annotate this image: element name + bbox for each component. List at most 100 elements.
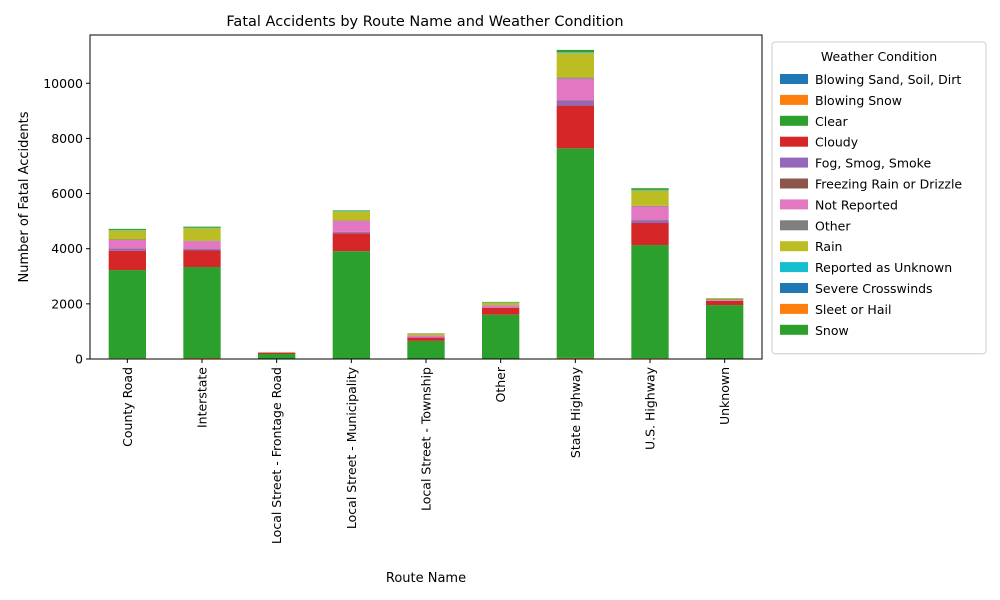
bars-layer: [108, 49, 744, 359]
bar-segment: [482, 307, 520, 308]
bar-segment: [556, 357, 594, 359]
legend-swatch: [780, 178, 808, 189]
legend-swatch: [780, 262, 808, 273]
y-tick-label: 2000: [51, 296, 83, 311]
bar-segment: [706, 299, 744, 301]
bar-segment: [108, 248, 146, 251]
bar-segment: [482, 302, 520, 306]
bar-segment: [482, 307, 520, 315]
bar-segment: [556, 77, 594, 79]
legend-entry-label: Blowing Snow: [815, 93, 902, 108]
x-tick-label: Other: [493, 366, 508, 402]
bar-segment: [332, 211, 370, 221]
bar-segment: [183, 241, 221, 249]
x-tick-label: U.S. Highway: [643, 366, 658, 450]
legend-entry-label: Snow: [815, 323, 849, 338]
bar-segment: [258, 352, 296, 355]
x-tick-label: State Highway: [568, 366, 583, 458]
legend-entry-label: Other: [815, 218, 851, 233]
x-tick-label: County Road: [120, 367, 135, 447]
legend: Weather Condition Blowing Sand, Soil, Dir…: [771, 41, 987, 355]
bar-segment: [556, 52, 594, 54]
bar-segment: [108, 228, 146, 230]
legend-entry-label: Clear: [815, 114, 849, 129]
bar-segment: [556, 105, 594, 149]
x-tick-label: Unknown: [717, 367, 732, 425]
bar-segment: [183, 228, 221, 241]
legend-swatch: [780, 303, 808, 314]
legend-entry-label: Rain: [815, 239, 842, 254]
bar-segment: [183, 358, 221, 359]
bar-segment: [706, 300, 744, 301]
legend-entry-label: Severe Crosswinds: [815, 281, 933, 296]
y-tick-label: 4000: [51, 241, 83, 256]
y-tick-label: 8000: [51, 131, 83, 146]
y-tick-label: 6000: [51, 186, 83, 201]
legend-swatch: [780, 241, 808, 252]
legend-entry-label: Cloudy: [815, 135, 859, 150]
x-tick-label: Local Street - Frontage Road: [269, 367, 284, 544]
y-axis-label: Number of Fatal Accidents: [17, 111, 32, 282]
axes-layer: 0 2000 4000 6000 8000 10000 County Road Interst…: [43, 34, 763, 544]
legend-swatch: [780, 115, 808, 126]
bar-segment: [556, 53, 594, 78]
legend-swatch: [780, 324, 808, 335]
bar-segment: [183, 226, 221, 228]
bar-segment: [556, 148, 594, 358]
bar-segment: [332, 210, 370, 212]
bar-segment: [706, 300, 744, 306]
bar-segment: [108, 240, 146, 249]
legend-swatch: [780, 94, 808, 105]
bar-segment: [482, 305, 520, 308]
bar-segment: [407, 335, 445, 338]
legend-entry-label: Blowing Sand, Soil, Dirt: [815, 72, 961, 87]
bar-segment: [407, 333, 445, 336]
legend-entry-label: Reported as Unknown: [815, 260, 952, 275]
bar-segment: [332, 220, 370, 232]
x-tick-label: Interstate: [195, 367, 210, 428]
y-tick-label: 0: [75, 352, 83, 367]
bar-segment: [332, 233, 370, 252]
x-tick-label: Local Street - Township: [419, 367, 434, 511]
bar-segment: [556, 78, 594, 101]
legend-entry-label: Sleet or Hail: [815, 302, 891, 317]
legend-entry-label: Not Reported: [815, 197, 898, 212]
bar-segment: [108, 230, 146, 240]
legend-swatch: [780, 283, 808, 293]
bar-segment: [183, 250, 221, 268]
legend-swatch: [780, 199, 808, 210]
bar-segment: [482, 301, 520, 303]
bar-segment: [183, 267, 221, 359]
y-tick-label: 10000: [43, 76, 83, 91]
bar-segment: [108, 270, 146, 359]
legend-swatch: [780, 136, 808, 147]
bar-segment: [631, 358, 669, 359]
bar-segment: [108, 239, 146, 241]
bar-segment: [183, 249, 221, 251]
bar-segment: [556, 100, 594, 106]
bar-segment: [631, 188, 669, 190]
bar-segment: [332, 251, 370, 359]
legend-swatch: [780, 220, 808, 231]
bar-segment: [407, 337, 445, 341]
x-tick-label: Local Street - Municipality: [344, 366, 359, 529]
bar-segment: [706, 298, 744, 300]
bar-segment: [631, 220, 669, 224]
bar-segment: [706, 305, 744, 359]
bar-segment: [258, 354, 296, 359]
legend-entry-label: Fog, Smog, Smoke: [815, 156, 931, 171]
legend-entry-label: Freezing Rain or Drizzle: [815, 177, 962, 192]
bar-segment: [482, 314, 520, 359]
chart-title: Fatal Accidents by Route Name and Weathe…: [226, 14, 623, 30]
legend-swatch: [780, 157, 808, 168]
bar-segment: [332, 232, 370, 234]
legend-box: [771, 41, 987, 355]
bar-segment: [556, 49, 594, 53]
bar-segment: [631, 219, 669, 221]
bar-segment: [183, 240, 221, 242]
legend-title: Weather Condition: [821, 49, 937, 64]
bar-segment: [407, 340, 445, 359]
bar-segment: [631, 245, 669, 359]
